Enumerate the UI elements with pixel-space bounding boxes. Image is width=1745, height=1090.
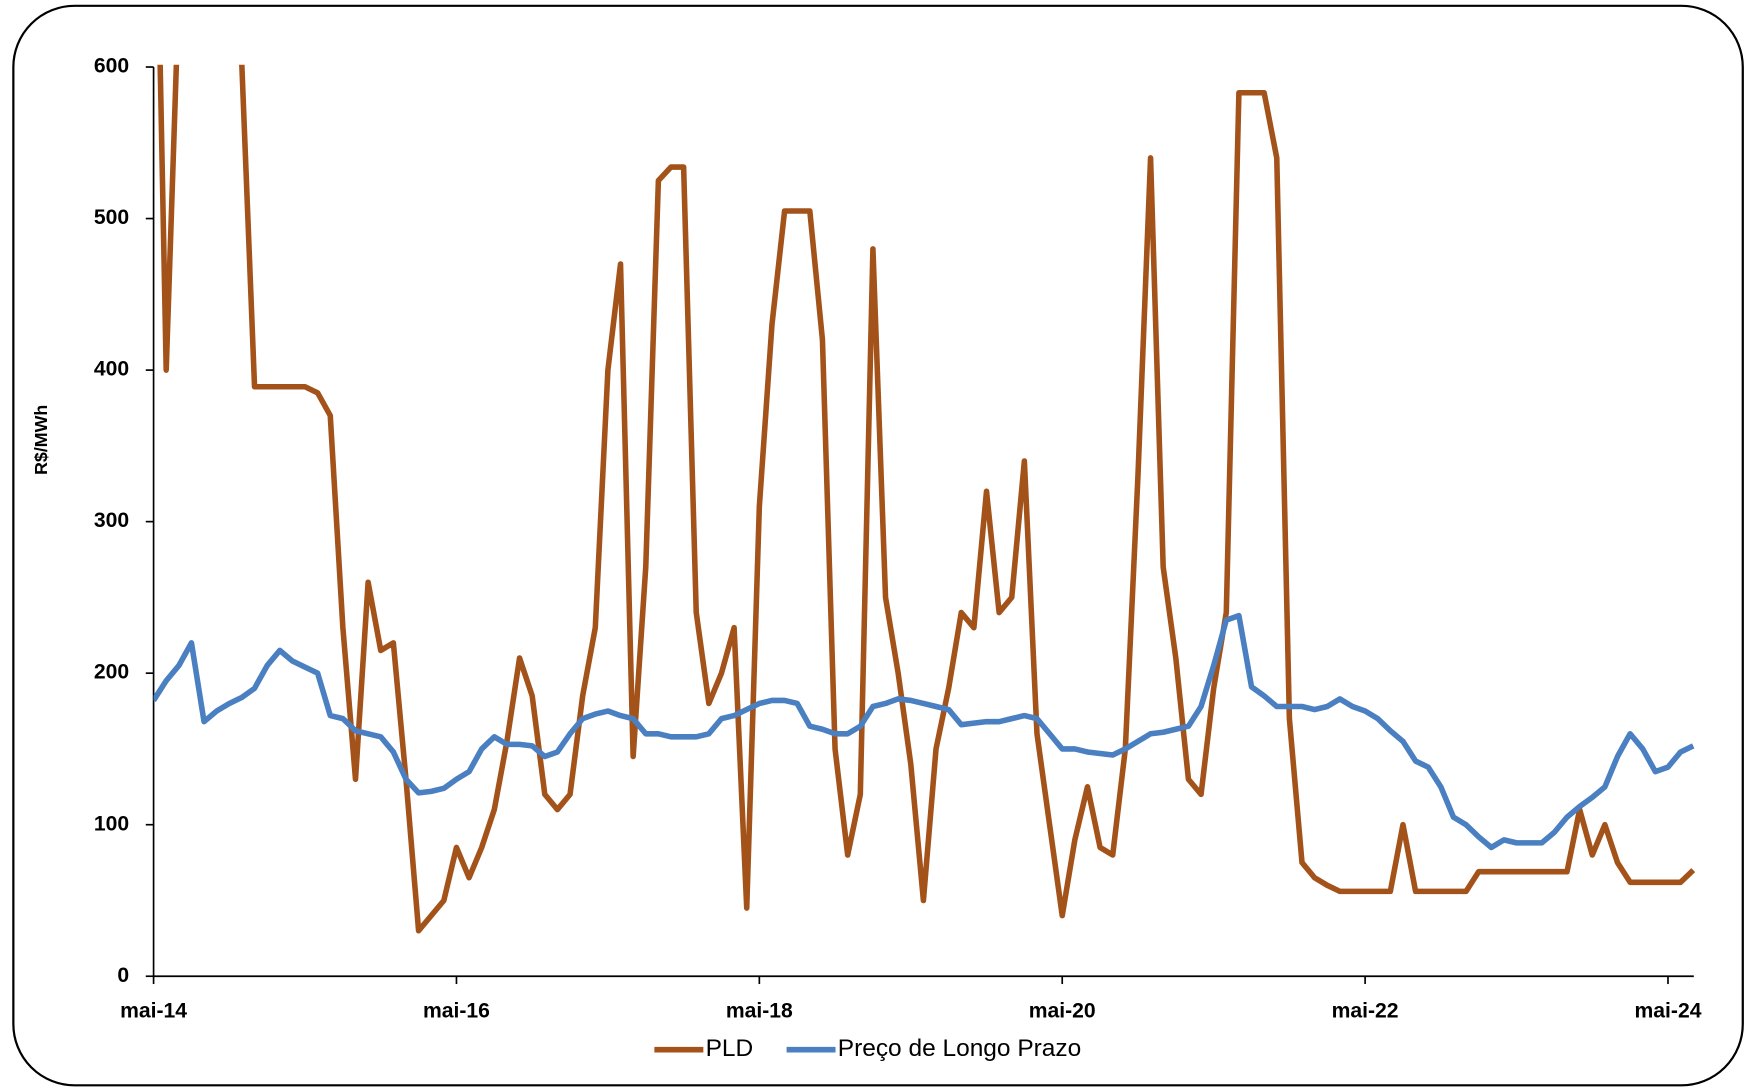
x-tick-label: mai-20: [1029, 999, 1096, 1022]
y-tick-label: 200: [94, 661, 129, 684]
y-tick-label: 400: [94, 358, 129, 381]
x-tick-label: mai-18: [726, 999, 793, 1022]
y-tick-label: 500: [94, 206, 129, 229]
y-tick-label: 100: [94, 812, 129, 835]
x-tick-label: mai-14: [120, 999, 187, 1022]
y-tick-label: 0: [117, 964, 129, 987]
y-tick-label: 300: [94, 509, 129, 532]
x-tick-label: mai-16: [423, 999, 490, 1022]
series-line: [153, 612, 1695, 851]
legend-label: Preço de Longo Prazo: [838, 1035, 1081, 1062]
x-tick-label: mai-22: [1332, 999, 1399, 1022]
legend-label: PLD: [706, 1035, 754, 1062]
y-axis-label: R$/MWh: [31, 405, 51, 475]
series-line: [157, 64, 1696, 934]
x-tick-label: mai-24: [1635, 999, 1702, 1022]
plot-area: [153, 64, 1696, 934]
frame: [12, 4, 1744, 1087]
y-tick-label: 600: [94, 55, 129, 78]
